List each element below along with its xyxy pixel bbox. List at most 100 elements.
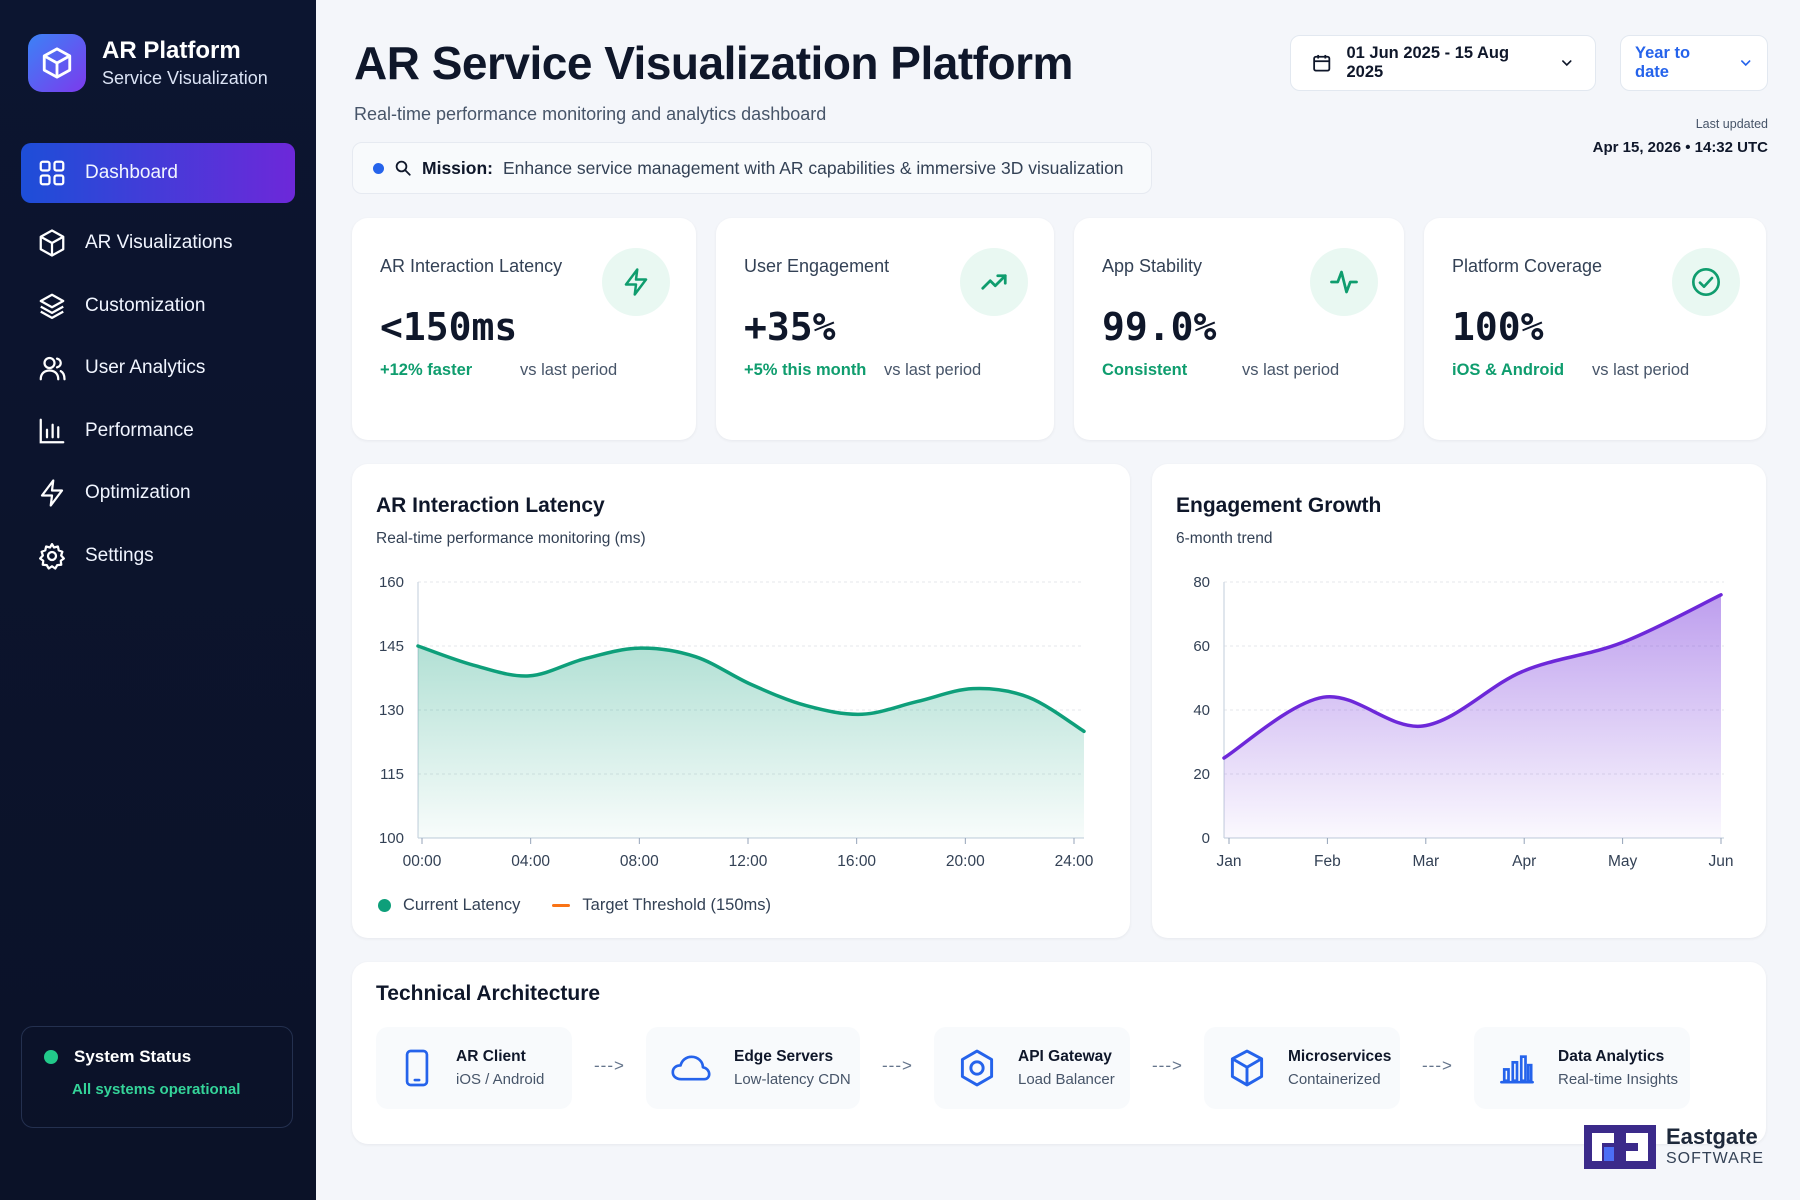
arch-node-name: API Gateway bbox=[1018, 1048, 1112, 1065]
chart-subtitle: Real-time performance monitoring (ms) bbox=[376, 530, 646, 547]
bolt-icon bbox=[602, 248, 670, 316]
system-status-card: System Status All systems operational bbox=[21, 1026, 293, 1128]
legend-item-threshold: Target Threshold (150ms) bbox=[552, 896, 771, 915]
legend-item-current-latency: Current Latency bbox=[378, 896, 520, 915]
users-icon bbox=[39, 356, 66, 381]
x-tick-label: Feb bbox=[1314, 853, 1341, 870]
gear-icon bbox=[39, 542, 65, 570]
kpi-note: vs last period bbox=[1592, 361, 1690, 379]
arch-node-ar-client[interactable]: AR Client iOS / Android bbox=[376, 1027, 572, 1109]
cloud-icon bbox=[671, 1055, 711, 1081]
mission-dot-icon bbox=[373, 162, 384, 174]
sidebar-nav: Dashboard AR Visualizations Customizatio… bbox=[21, 143, 295, 588]
phone-icon bbox=[405, 1049, 429, 1087]
x-tick-label: Jan bbox=[1217, 853, 1242, 870]
eastgate-sub: SOFTWARE bbox=[1666, 1150, 1765, 1167]
chart-title: AR Interaction Latency bbox=[376, 494, 605, 517]
hexagon-icon bbox=[960, 1049, 994, 1087]
flow-arrow-icon: ---> bbox=[1152, 1056, 1183, 1075]
kpi-card-engagement: User Engagement +35% +5% this month vs l… bbox=[716, 218, 1054, 440]
sidebar-item-user-analytics[interactable]: User Analytics bbox=[21, 338, 295, 398]
cube-icon bbox=[1230, 1049, 1264, 1087]
kpi-delta: Consistent bbox=[1102, 361, 1188, 379]
x-tick-label: May bbox=[1608, 853, 1638, 870]
kpi-card-stability: App Stability 99.0% Consistent vs last p… bbox=[1074, 218, 1404, 440]
legend-dot-icon bbox=[378, 899, 391, 912]
mission-label: Mission: bbox=[422, 157, 493, 178]
y-tick-label: 145 bbox=[379, 638, 404, 655]
area-fill bbox=[418, 646, 1084, 838]
x-tick-label: 04:00 bbox=[511, 853, 550, 870]
eastgate-logo-icon bbox=[1584, 1125, 1656, 1169]
arch-node-desc: Low-latency CDN bbox=[734, 1071, 851, 1088]
chevron-down-icon bbox=[1562, 60, 1572, 67]
brand: AR Platform Service Visualization bbox=[28, 34, 268, 92]
kpi-card-coverage: Platform Coverage 100% iOS & Android vs … bbox=[1424, 218, 1766, 440]
cube-icon bbox=[39, 229, 65, 257]
arch-node-desc: Containerized bbox=[1288, 1071, 1381, 1088]
y-tick-label: 100 bbox=[379, 830, 404, 847]
period-select[interactable]: Year to date bbox=[1620, 35, 1768, 91]
sidebar-item-ar-visualizations[interactable]: AR Visualizations bbox=[21, 213, 295, 273]
x-tick-label: 16:00 bbox=[837, 853, 876, 870]
mission-banner: Mission: Enhance service management with… bbox=[352, 142, 1152, 194]
architecture-title: Technical Architecture bbox=[376, 982, 601, 1005]
y-tick-label: 0 bbox=[1202, 830, 1210, 847]
period-value: Year to date bbox=[1635, 44, 1691, 81]
bolt-icon bbox=[40, 479, 64, 507]
y-tick-label: 20 bbox=[1193, 766, 1210, 783]
chevron-down-icon bbox=[1740, 60, 1750, 67]
sidebar-item-label: User Analytics bbox=[85, 357, 206, 378]
arch-node-desc: iOS / Android bbox=[456, 1071, 545, 1088]
date-range-picker[interactable]: 01 Jun 2025 - 15 Aug 2025 bbox=[1290, 35, 1596, 91]
bar-chart-icon bbox=[1500, 1055, 1534, 1084]
flow-arrow-icon: ---> bbox=[1422, 1056, 1453, 1075]
pulse-icon bbox=[1310, 248, 1378, 316]
chart-title: Engagement Growth bbox=[1176, 494, 1382, 517]
series-line bbox=[1222, 593, 1723, 760]
eastgate-name: Eastgate bbox=[1666, 1124, 1758, 1149]
system-status-title: System Status bbox=[74, 1047, 192, 1066]
arch-node-desc: Real-time Insights bbox=[1558, 1071, 1679, 1088]
x-tick-label: 00:00 bbox=[403, 853, 442, 870]
calendar-icon bbox=[1313, 54, 1331, 72]
latency-chart-panel: AR Interaction Latency Real-time perform… bbox=[352, 464, 1130, 938]
y-tick-label: 160 bbox=[379, 574, 404, 591]
date-range-value: 01 Jun 2025 - 15 Aug 2025 bbox=[1346, 44, 1510, 81]
kpi-value: +35% bbox=[744, 305, 836, 349]
arch-node-name: Data Analytics bbox=[1558, 1048, 1665, 1065]
sidebar-item-settings[interactable]: Settings bbox=[21, 526, 295, 586]
kpi-delta: +5% this month bbox=[744, 361, 867, 379]
arch-node-data-analytics[interactable]: Data Analytics Real-time Insights bbox=[1474, 1027, 1690, 1109]
x-tick-label: Jun bbox=[1709, 853, 1734, 870]
x-tick-label: Apr bbox=[1512, 853, 1536, 870]
sidebar-item-performance[interactable]: Performance bbox=[21, 401, 295, 461]
status-dot-icon bbox=[44, 1050, 58, 1064]
check-circle-icon bbox=[1672, 248, 1740, 316]
sidebar-item-dashboard[interactable]: Dashboard bbox=[21, 143, 295, 203]
y-tick-label: 80 bbox=[1193, 574, 1210, 591]
layers-icon bbox=[39, 293, 65, 319]
sidebar-item-label: Optimization bbox=[85, 482, 191, 503]
engagement-chart-panel: Engagement Growth 6-month trend 0 20 40 60 8… bbox=[1152, 464, 1766, 938]
page-subtitle: Real-time performance monitoring and ana… bbox=[354, 104, 827, 124]
chart-legend: Current Latency Target Threshold (150ms) bbox=[378, 896, 771, 915]
y-tick-label: 40 bbox=[1193, 702, 1210, 719]
sidebar-item-label: Dashboard bbox=[85, 162, 178, 183]
sidebar-item-customization[interactable]: Customization bbox=[21, 276, 295, 336]
last-updated-label: Last updated bbox=[1695, 117, 1768, 131]
legend-label: Current Latency bbox=[403, 896, 521, 914]
kpi-label: User Engagement bbox=[744, 256, 890, 276]
arch-node-edge-servers[interactable]: Edge Servers Low-latency CDN bbox=[646, 1027, 860, 1109]
kpi-delta: +12% faster bbox=[380, 361, 473, 379]
kpi-card-latency: AR Interaction Latency <150ms +12% faste… bbox=[352, 218, 696, 440]
arch-node-name: AR Client bbox=[456, 1048, 526, 1065]
bar-chart-icon bbox=[39, 418, 65, 443]
arch-node-microservices[interactable]: Microservices Containerized bbox=[1204, 1027, 1400, 1109]
sidebar-item-label: Customization bbox=[85, 294, 206, 316]
kpi-note: vs last period bbox=[884, 361, 982, 379]
arch-node-api-gateway[interactable]: API Gateway Load Balancer bbox=[934, 1027, 1130, 1109]
page-title: AR Service Visualization Platform bbox=[354, 37, 1073, 89]
sidebar-item-optimization[interactable]: Optimization bbox=[21, 463, 295, 523]
trend-up-icon bbox=[960, 248, 1028, 316]
